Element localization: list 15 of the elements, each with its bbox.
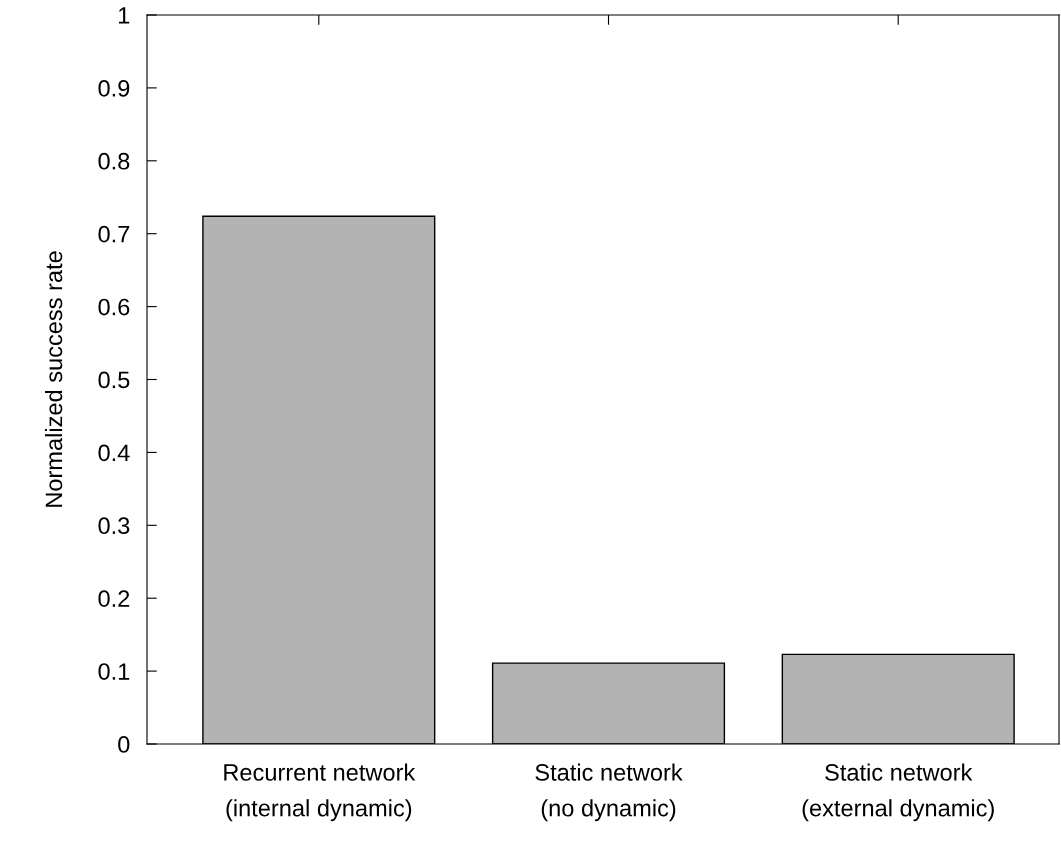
x-tick-label: Recurrent network (internal dynamic) — [224, 763, 416, 822]
y-tick-label: 0.4 — [98, 444, 130, 462]
y-tick-label: 0 — [118, 736, 130, 753]
y-axis-title: Normalized success rate — [44, 251, 63, 507]
y-tick-label: 0.6 — [98, 298, 130, 316]
y-tick-label: 0.7 — [98, 225, 130, 243]
x-tick-label: Static network (no dynamic) — [535, 763, 683, 822]
y-tick-label: 0.9 — [98, 79, 130, 97]
y-tick-label: 0.1 — [98, 663, 130, 680]
y-tick-label: 0.3 — [98, 517, 130, 535]
y-tick-label: 0.8 — [98, 152, 130, 170]
y-tick-label: 1 — [119, 7, 130, 24]
y-tick-label: 0.5 — [98, 371, 130, 389]
x-tick-label: Static network (external dynamic) — [802, 763, 994, 822]
y-tick-label: 0.2 — [98, 590, 130, 607]
